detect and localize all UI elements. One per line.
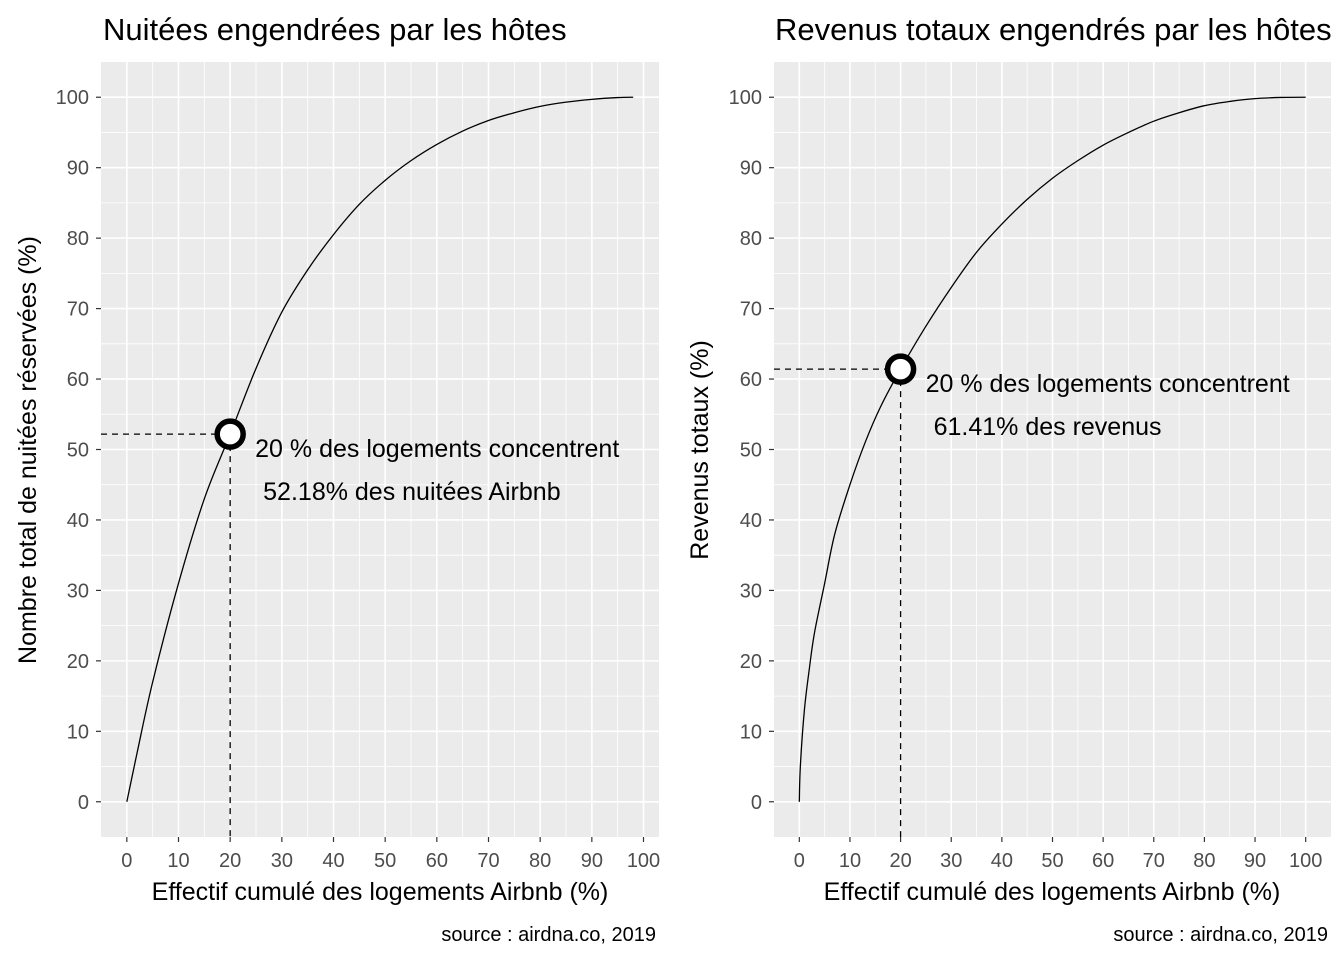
y-tick-label: 60 <box>740 369 762 391</box>
x-tick-label: 30 <box>940 850 962 872</box>
y-tick-label: 40 <box>740 510 762 532</box>
y-tick-label: 50 <box>67 440 89 462</box>
right-gridlines <box>774 62 1331 837</box>
x-tick-label: 0 <box>794 850 805 872</box>
x-tick-label: 40 <box>991 850 1013 872</box>
x-tick-label: 10 <box>839 850 861 872</box>
y-tick-label: 70 <box>740 299 762 321</box>
y-tick-label: 80 <box>67 228 89 250</box>
y-tick-label: 40 <box>67 510 89 532</box>
right-source-caption: source : airdna.co, 2019 <box>1113 924 1328 946</box>
x-tick-label: 90 <box>1244 850 1266 872</box>
x-tick-label: 60 <box>1092 850 1114 872</box>
y-tick-label: 100 <box>729 87 762 109</box>
left-axis-ticks: 0 10 20 30 40 50 60 70 80 90 100 0 10 20 30 40 50 60 70 80 9… <box>56 87 661 872</box>
left-chart-title: Nuitées engendrées par les hôtes <box>103 12 567 47</box>
right-annotation-line-1: 20 % des logements concentrent <box>926 370 1290 398</box>
x-tick-label: 100 <box>1289 850 1322 872</box>
x-tick-label: 90 <box>581 850 603 872</box>
y-tick-label: 10 <box>740 721 762 743</box>
left-annotation-line-2: 52.18% des nuitées Airbnb <box>263 478 560 506</box>
y-tick-label: 30 <box>740 580 762 602</box>
right-axis-ticks: 0 10 20 30 40 50 60 70 80 90 100 0 10 20 30 40 50 60 70 80 9… <box>729 87 1323 872</box>
left-source-caption: source : airdna.co, 2019 <box>441 924 656 946</box>
y-tick-label: 10 <box>67 721 89 743</box>
y-tick-label: 20 <box>67 651 89 673</box>
x-tick-label: 100 <box>627 850 660 872</box>
y-tick-label: 90 <box>740 158 762 180</box>
right-x-axis-label: Effectif cumulé des logements Airbnb (%) <box>824 878 1281 906</box>
x-tick-label: 10 <box>167 850 189 872</box>
x-tick-label: 70 <box>477 850 499 872</box>
right-series-line <box>798 96 1306 802</box>
x-tick-label: 20 <box>219 850 241 872</box>
right-chart-panel: 0 10 20 30 40 50 60 70 80 90 100 0 10 20 30 40 50 60 70 80 9… <box>686 12 1332 946</box>
x-tick-label: 50 <box>1041 850 1063 872</box>
x-tick-label: 0 <box>121 850 132 872</box>
x-tick-label: 20 <box>889 850 911 872</box>
left-gridlines <box>101 62 659 837</box>
y-tick-label: 0 <box>78 792 89 814</box>
right-annotation-line-2: 61.41% des revenus <box>934 413 1162 441</box>
x-tick-label: 70 <box>1143 850 1165 872</box>
y-tick-label: 50 <box>740 440 762 462</box>
left-chart-panel: 0 10 20 30 40 50 60 70 80 90 100 0 10 20 30 40 50 60 70 80 9… <box>14 12 660 946</box>
y-tick-label: 30 <box>67 580 89 602</box>
right-y-axis-label: Revenus totaux (%) <box>686 340 714 560</box>
left-guide-lines <box>101 433 231 837</box>
left-highlight-point <box>214 418 246 450</box>
left-y-axis-label: Nombre total de nuitées réservées (%) <box>14 236 42 664</box>
right-guide-lines <box>774 368 902 837</box>
x-tick-label: 40 <box>322 850 344 872</box>
right-highlight-point <box>884 353 917 385</box>
x-tick-label: 80 <box>529 850 551 872</box>
right-chart-title: Revenus totaux engendrés par les hôtes <box>775 12 1332 47</box>
left-series-line <box>126 96 634 802</box>
y-tick-label: 100 <box>56 87 89 109</box>
y-tick-label: 80 <box>740 228 762 250</box>
y-tick-label: 90 <box>67 158 89 180</box>
y-tick-label: 0 <box>751 792 762 814</box>
y-tick-label: 70 <box>67 299 89 321</box>
left-annotation-line-1: 20 % des logements concentrent <box>255 435 619 463</box>
x-tick-label: 30 <box>271 850 293 872</box>
y-tick-label: 60 <box>67 369 89 391</box>
y-tick-label: 20 <box>740 651 762 673</box>
x-tick-label: 60 <box>426 850 448 872</box>
x-tick-label: 50 <box>374 850 396 872</box>
left-x-axis-label: Effectif cumulé des logements Airbnb (%) <box>152 878 609 906</box>
x-tick-label: 80 <box>1193 850 1215 872</box>
